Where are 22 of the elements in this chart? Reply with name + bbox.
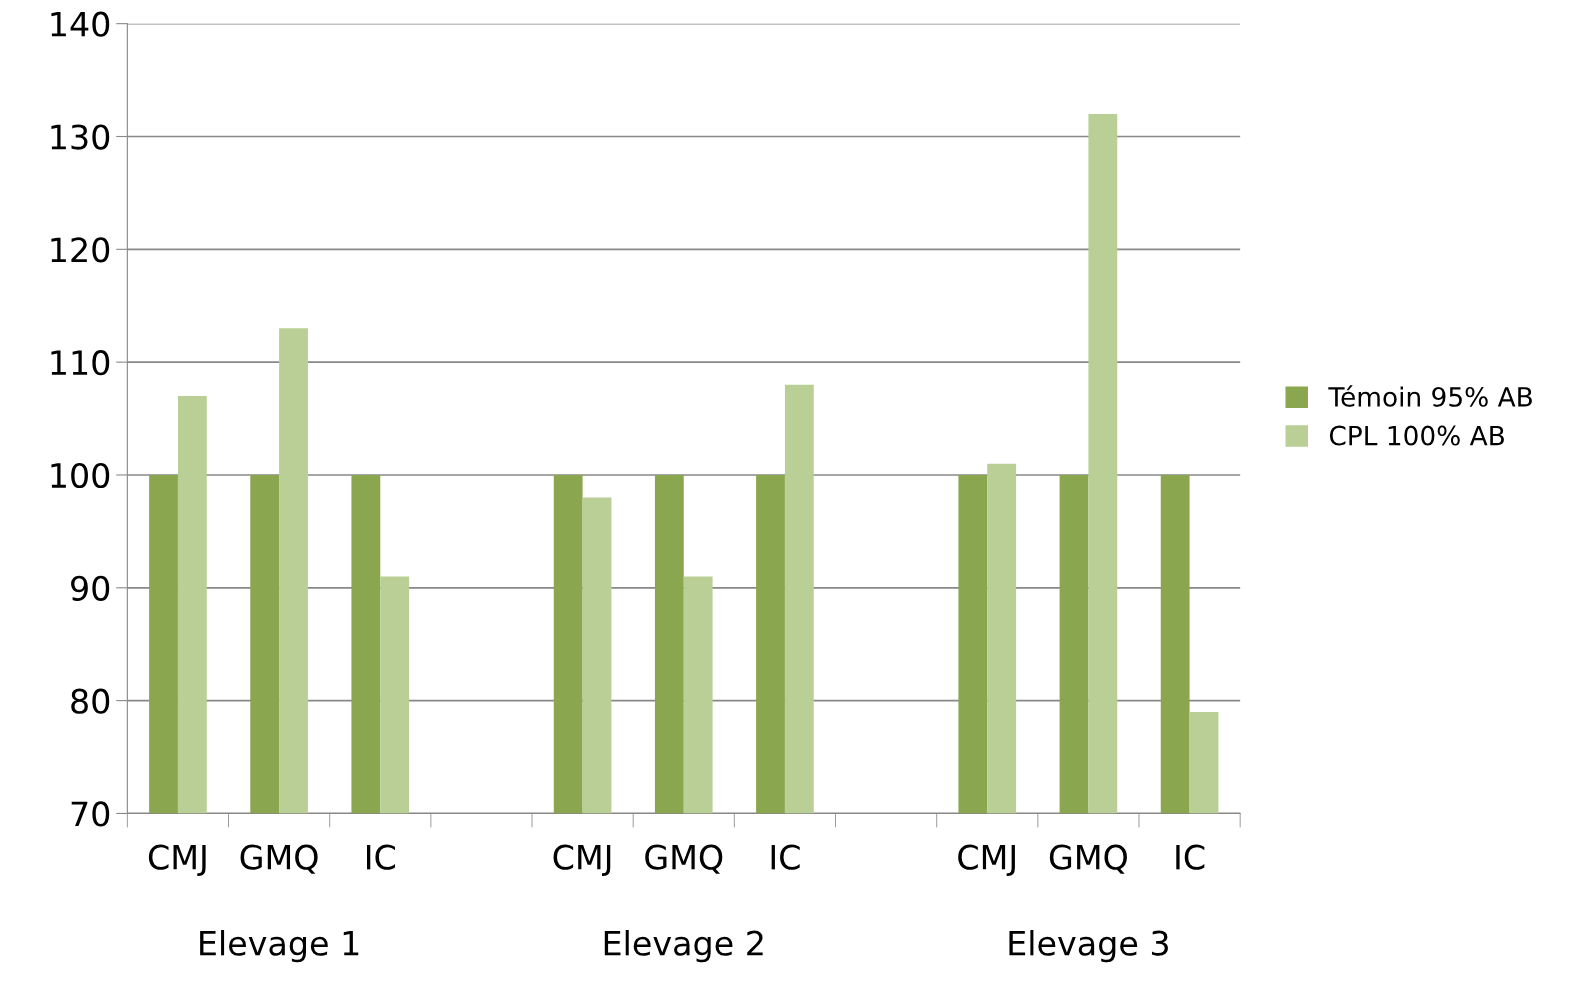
x-tick-label: GMQ — [240, 844, 318, 874]
x-tick-label: CMJ — [148, 844, 206, 877]
x-tick-label: CMJ — [958, 844, 1015, 877]
x-tick-label: GMQ — [645, 844, 723, 874]
x-tick-label: GMQ — [1049, 844, 1127, 874]
y-tick-label: 120 — [51, 237, 110, 263]
y-tick-label: 140 — [51, 11, 110, 37]
legend-label: CPL 100% AB — [1329, 425, 1504, 446]
x-tick-label: CMJ — [553, 844, 611, 877]
text: Elevage 1 — [200, 930, 359, 963]
text: Elevage 2 — [604, 930, 763, 963]
y-tick-label: 100 — [51, 462, 110, 489]
y-tick-label: 70 — [71, 801, 110, 827]
y-tick-label: 110 — [51, 350, 110, 376]
x-tick-label: IC — [1176, 844, 1205, 870]
y-tick-label: 90 — [71, 575, 110, 601]
x-tick-label: IC — [366, 844, 396, 870]
y-tick-label: 80 — [71, 688, 110, 714]
x-tick-label: IC — [771, 844, 800, 870]
y-tick-label: 130 — [51, 124, 110, 150]
text: Elevage 3 — [1009, 930, 1168, 963]
legend-label: Témoin 95% AB — [1328, 385, 1532, 407]
